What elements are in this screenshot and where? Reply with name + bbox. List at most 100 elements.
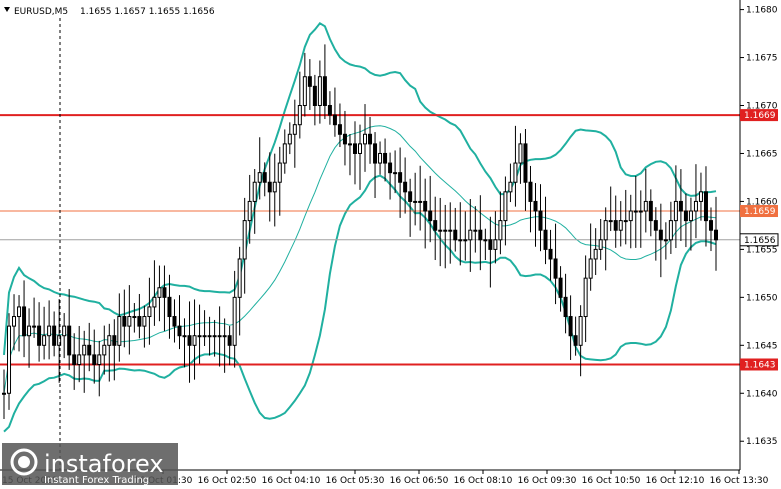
candle[interactable] — [643, 168, 648, 233]
candle[interactable] — [638, 190, 643, 248]
candle[interactable] — [498, 191, 503, 255]
candle[interactable] — [227, 325, 232, 366]
candle[interactable] — [62, 313, 67, 359]
candle[interactable] — [342, 110, 347, 166]
candle[interactable] — [413, 172, 418, 226]
candle[interactable] — [543, 196, 548, 265]
candle[interactable] — [82, 330, 87, 393]
candle[interactable] — [212, 319, 217, 357]
candle[interactable] — [628, 194, 633, 249]
candle[interactable] — [418, 165, 423, 231]
candle[interactable] — [242, 197, 247, 294]
candle[interactable] — [297, 71, 302, 139]
candle[interactable] — [363, 104, 368, 172]
candle[interactable] — [603, 207, 608, 271]
candle[interactable] — [182, 318, 187, 368]
candle[interactable] — [152, 260, 157, 326]
candle[interactable] — [302, 52, 307, 117]
candle[interactable] — [468, 199, 473, 272]
candle[interactable] — [593, 228, 598, 275]
candle[interactable] — [448, 202, 453, 264]
candle[interactable] — [97, 340, 102, 397]
candle[interactable] — [658, 203, 663, 278]
candle[interactable] — [673, 165, 678, 249]
candle[interactable] — [232, 270, 237, 368]
candle[interactable] — [378, 141, 383, 175]
candle[interactable] — [317, 60, 322, 124]
candle[interactable] — [483, 228, 488, 261]
candle[interactable] — [277, 146, 282, 216]
candle[interactable] — [127, 285, 132, 355]
candle[interactable] — [177, 295, 182, 350]
candle[interactable] — [2, 369, 6, 419]
candle[interactable] — [513, 125, 518, 207]
candle[interactable] — [588, 223, 593, 291]
candle[interactable] — [87, 322, 92, 372]
candle[interactable] — [192, 299, 197, 380]
candle[interactable] — [37, 302, 42, 362]
candle[interactable] — [322, 44, 327, 120]
candle[interactable] — [568, 295, 573, 360]
candle[interactable] — [423, 178, 428, 249]
candle[interactable] — [453, 207, 458, 252]
candle[interactable] — [714, 196, 718, 271]
candle[interactable] — [548, 229, 553, 281]
candle[interactable] — [67, 289, 72, 370]
candle[interactable] — [337, 103, 342, 148]
candle[interactable] — [22, 280, 27, 358]
candle[interactable] — [608, 186, 613, 232]
candle[interactable] — [533, 183, 538, 247]
candle[interactable] — [207, 316, 212, 356]
candle[interactable] — [428, 175, 433, 243]
candle[interactable] — [347, 134, 352, 176]
candle[interactable] — [72, 333, 77, 390]
candle[interactable] — [578, 305, 583, 377]
candle[interactable] — [102, 325, 107, 375]
candle[interactable] — [503, 176, 508, 246]
candle[interactable] — [493, 211, 498, 264]
candle[interactable] — [553, 223, 558, 305]
candle[interactable] — [32, 297, 37, 338]
candle[interactable] — [583, 255, 588, 343]
candle[interactable] — [373, 132, 378, 199]
candle[interactable] — [202, 310, 207, 346]
candle[interactable] — [262, 162, 267, 197]
candle[interactable] — [703, 166, 708, 247]
candle[interactable] — [598, 218, 603, 260]
candle[interactable] — [663, 222, 668, 260]
horizontal-levels[interactable] — [0, 114, 740, 366]
candle[interactable] — [252, 169, 257, 234]
candles[interactable] — [2, 44, 718, 419]
candle[interactable] — [623, 189, 628, 245]
candle[interactable] — [217, 306, 222, 367]
candle[interactable] — [332, 87, 337, 137]
candle[interactable] — [112, 319, 117, 381]
candle[interactable] — [708, 207, 713, 252]
candle[interactable] — [383, 138, 388, 182]
candle[interactable] — [307, 59, 312, 110]
candle[interactable] — [272, 153, 277, 227]
candle[interactable] — [438, 197, 443, 267]
candle[interactable] — [187, 301, 192, 383]
candle[interactable] — [368, 116, 373, 164]
candle[interactable] — [137, 293, 142, 339]
candle[interactable] — [327, 91, 332, 125]
candle[interactable] — [27, 308, 32, 368]
candle[interactable] — [408, 178, 413, 237]
candle[interactable] — [488, 216, 493, 288]
candle[interactable] — [698, 172, 703, 221]
candle[interactable] — [77, 325, 82, 383]
candle[interactable] — [398, 147, 403, 218]
candle[interactable] — [162, 265, 167, 332]
candle[interactable] — [538, 184, 543, 252]
candle[interactable] — [42, 306, 47, 360]
candle[interactable] — [678, 169, 683, 241]
candle[interactable] — [122, 289, 127, 348]
candle[interactable] — [683, 193, 688, 248]
candle[interactable] — [267, 152, 272, 222]
candle[interactable] — [132, 303, 137, 333]
candle[interactable] — [57, 299, 62, 383]
candle[interactable] — [157, 265, 162, 322]
candle[interactable] — [197, 304, 202, 364]
